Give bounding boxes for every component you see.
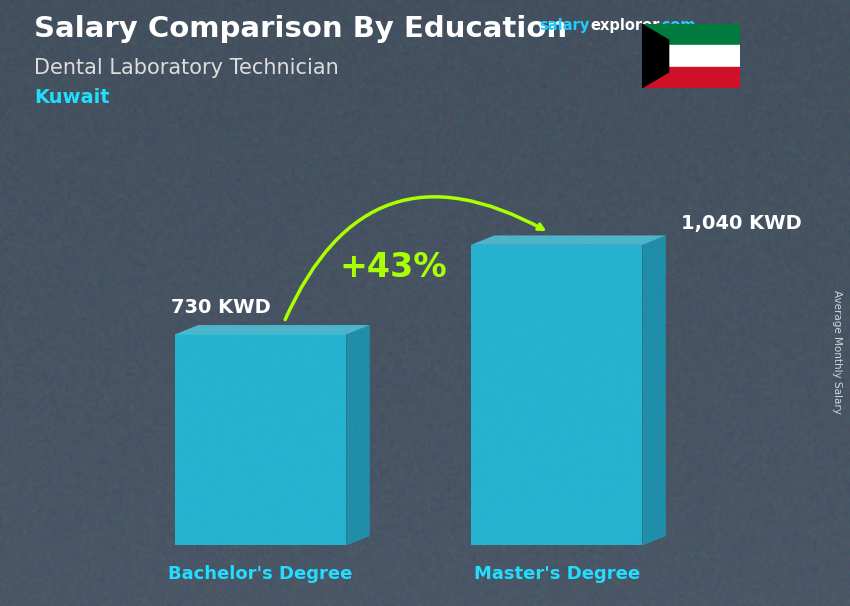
Text: +43%: +43%	[339, 251, 447, 284]
Bar	[642, 67, 740, 88]
Bar	[642, 45, 740, 67]
Polygon shape	[642, 24, 669, 88]
Polygon shape	[471, 245, 643, 545]
Bar	[642, 24, 740, 45]
Polygon shape	[347, 325, 370, 545]
Text: Kuwait: Kuwait	[34, 88, 110, 107]
Polygon shape	[175, 325, 370, 335]
Text: salary: salary	[540, 18, 590, 33]
Polygon shape	[175, 335, 347, 545]
Text: Dental Laboratory Technician: Dental Laboratory Technician	[34, 58, 339, 78]
Text: .com: .com	[656, 18, 695, 33]
Text: 730 KWD: 730 KWD	[171, 298, 271, 317]
Text: Salary Comparison By Education: Salary Comparison By Education	[34, 15, 567, 43]
Text: explorer: explorer	[591, 18, 660, 33]
Polygon shape	[471, 235, 666, 245]
Text: 1,040 KWD: 1,040 KWD	[682, 215, 802, 233]
Text: Average Monthly Salary: Average Monthly Salary	[832, 290, 842, 413]
Polygon shape	[643, 235, 666, 545]
